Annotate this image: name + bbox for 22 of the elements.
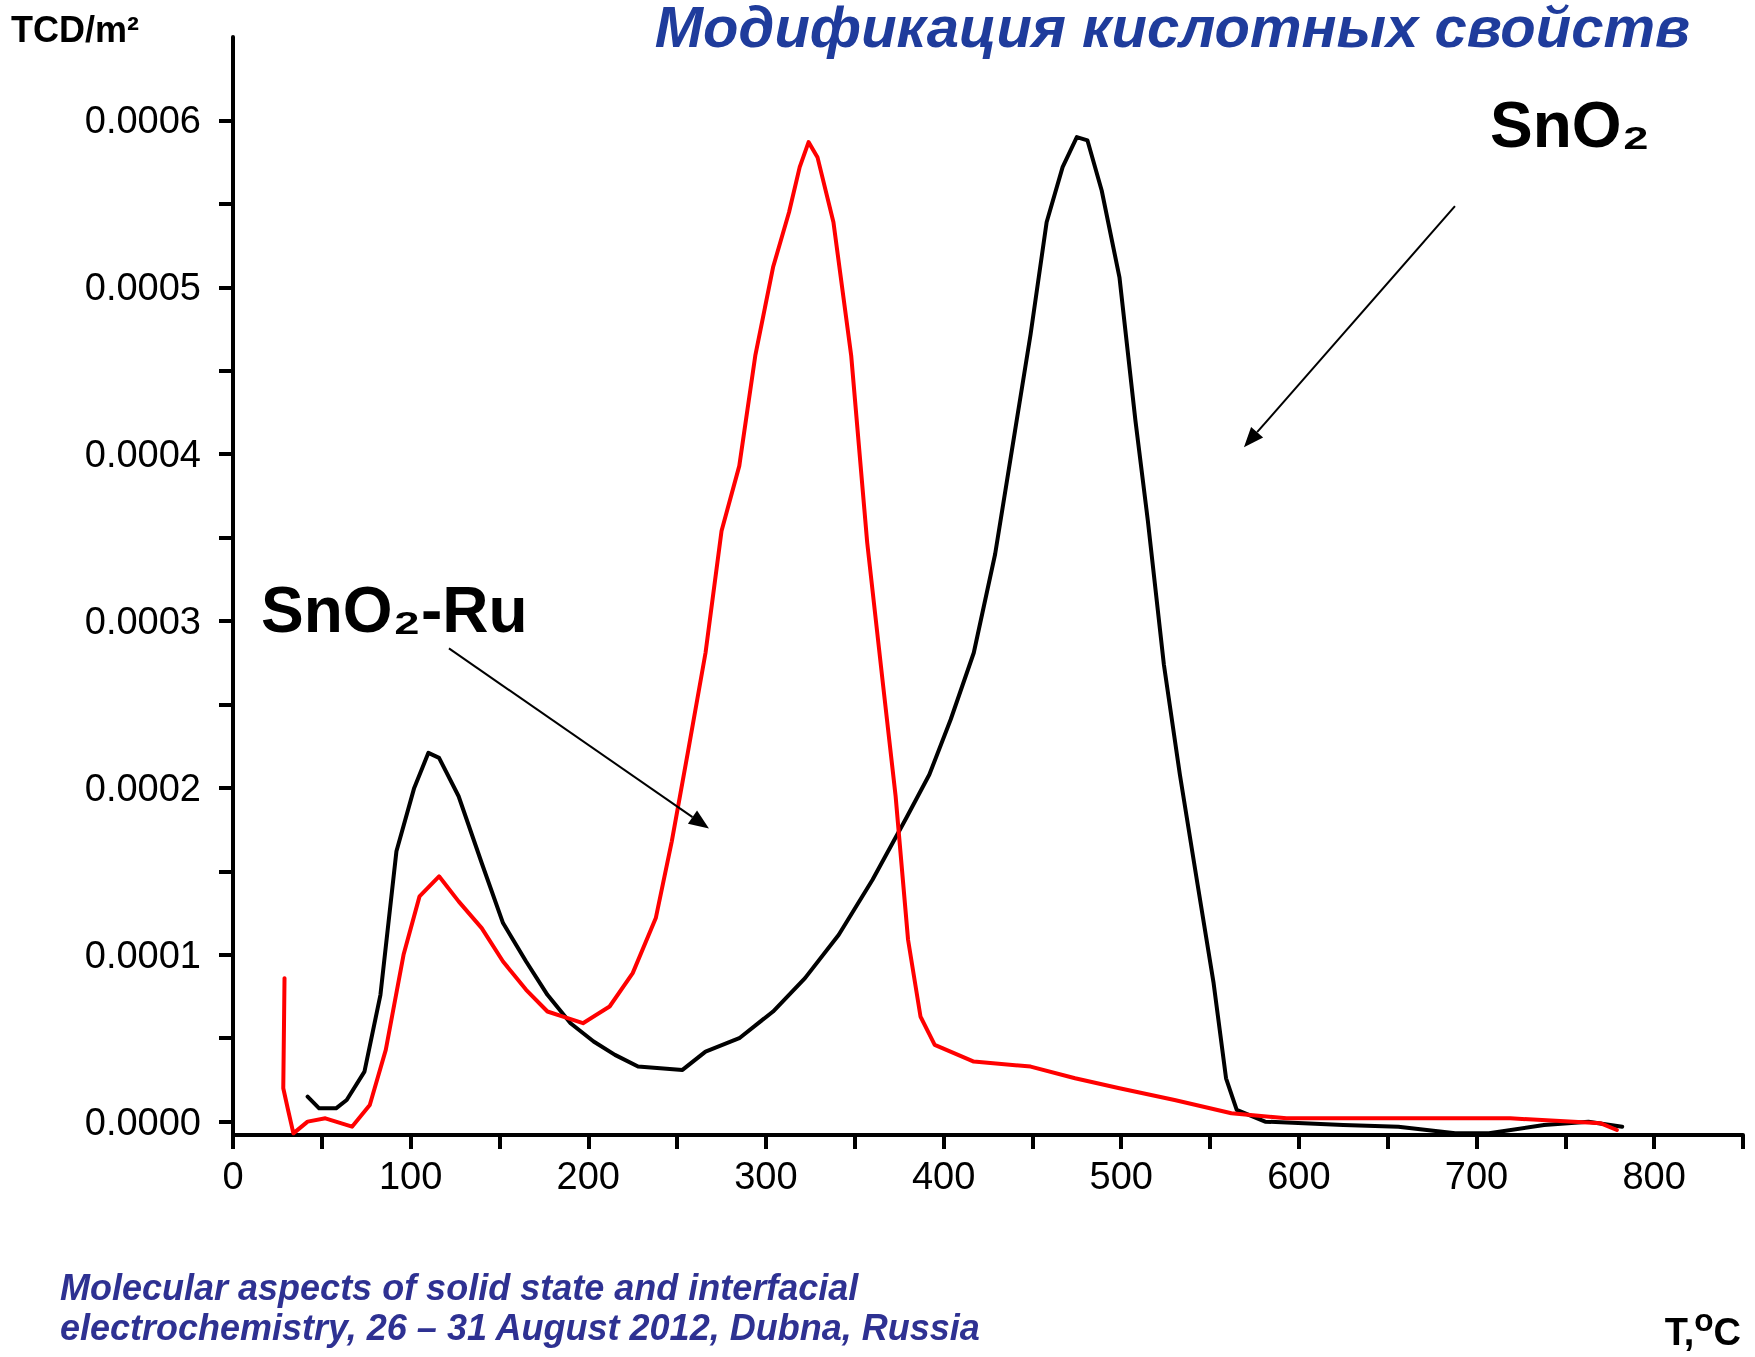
x-tick-label: 800 — [1622, 1155, 1686, 1197]
y-tick-label: 0.0001 — [84, 933, 201, 976]
y-tick-label: 0.0004 — [84, 433, 201, 476]
x-axis-title: T,$^{o}$C — [1664, 1302, 1741, 1354]
y-tick-label: 0.0006 — [84, 99, 201, 142]
y-tick-label: 0.0005 — [84, 266, 201, 309]
x-tick-label: 400 — [911, 1155, 976, 1197]
y-tick-label: 0.0000 — [84, 1100, 201, 1143]
text: Molecular aspects of solid state and interfacial electrochemistry, 26 – 31 August 2012, Dubna, Russia — [60, 1267, 981, 1348]
y-axis-title: TCD/m² — [11, 8, 139, 50]
x-tick-label: 100 — [378, 1155, 443, 1197]
x-tick-label: 0 — [222, 1155, 244, 1197]
y-tick-label: 0.0003 — [84, 600, 201, 643]
x-tick-label: 500 — [1089, 1155, 1153, 1197]
x-tick-label: 600 — [1267, 1155, 1331, 1197]
y-tick-label: 0.0002 — [84, 766, 201, 809]
x-tick-label: 200 — [556, 1155, 620, 1197]
annotation: SnO₂ — [1489, 88, 1650, 163]
chart-title: Модификация кислотных свойств — [654, 0, 1691, 59]
x-tick-label: 700 — [1444, 1155, 1509, 1197]
x-tick-label: 300 — [734, 1155, 798, 1197]
annotation: SnO₂-Ru — [260, 573, 528, 648]
